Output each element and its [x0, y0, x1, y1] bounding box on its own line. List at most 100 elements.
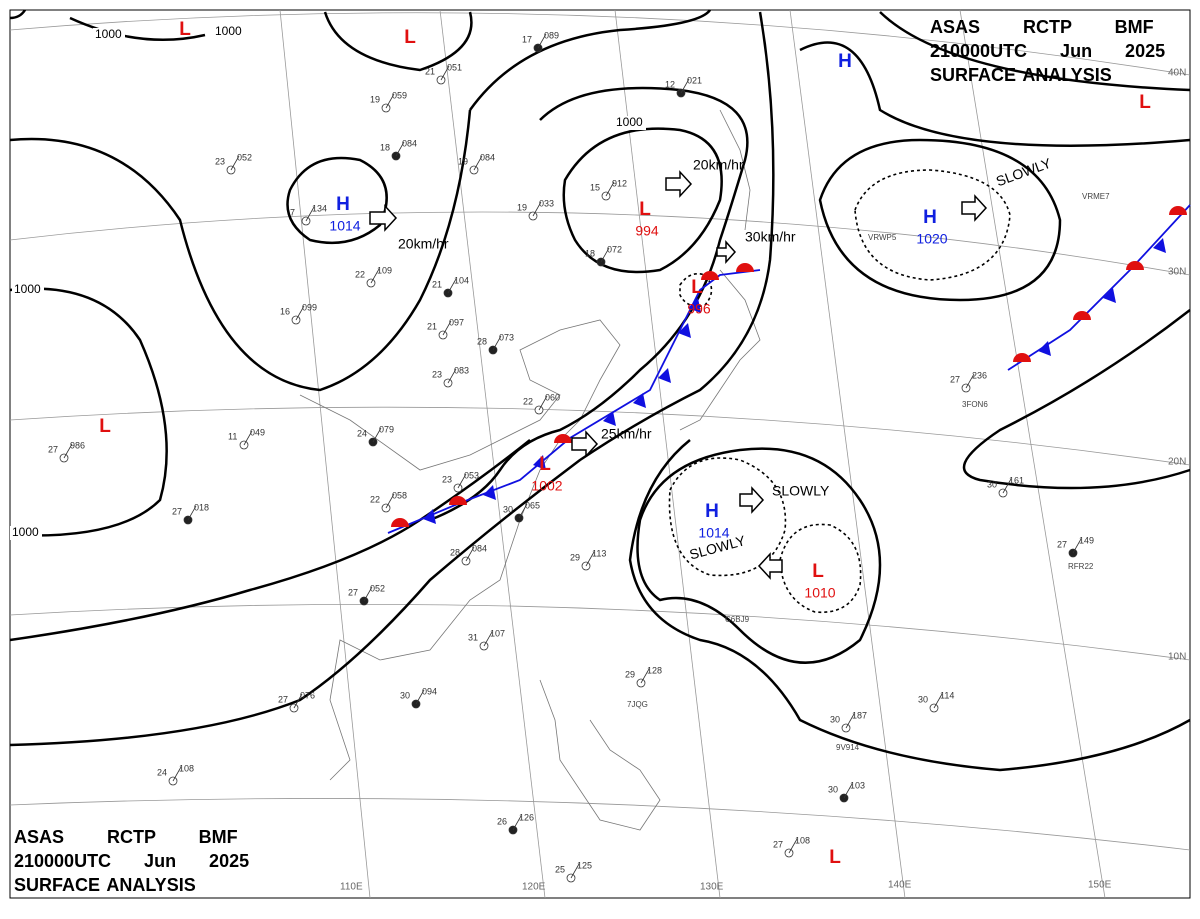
station-temp: 28: [477, 336, 487, 346]
station-wind: [447, 368, 457, 384]
graticule: [9, 9, 1191, 899]
warm-front-semicircle: [449, 496, 467, 505]
station-pressure: 986: [70, 440, 85, 450]
station-pressure: 126: [519, 812, 534, 822]
station-pressure: 079: [379, 424, 394, 434]
center-type: H: [923, 207, 937, 228]
cold-front-triangle: [688, 298, 701, 313]
station-temp: 19: [458, 156, 468, 166]
station-wind: [363, 586, 373, 602]
station-wind: [172, 766, 182, 782]
center-pressure: 1014: [698, 525, 729, 541]
station-wind: [483, 631, 493, 647]
cold-front-triangle: [1153, 238, 1166, 253]
station-wind: [440, 65, 450, 81]
isobar-label: 1000: [12, 525, 39, 539]
cold-front-triangle: [423, 509, 436, 524]
cold-front-triangle: [533, 455, 546, 470]
header-line: 210000UTC Jun 2025: [14, 851, 249, 871]
ship-id: 3FON6: [962, 400, 988, 409]
station-wind: [372, 427, 382, 443]
ship-id: 9V914: [836, 743, 860, 752]
center-pressure: 1002: [531, 478, 562, 494]
station-wind: [442, 320, 452, 336]
header-line: ASAS RCTP BMF: [14, 827, 238, 847]
cold-front-triangle: [633, 393, 646, 408]
station-wind: [63, 443, 73, 459]
cold-front-triangle: [678, 323, 691, 338]
warm-front-semicircle: [1073, 311, 1091, 320]
warm-front-semicircle: [701, 271, 719, 280]
station-pressure: 052: [370, 583, 385, 593]
center-type: L: [1139, 92, 1151, 113]
station-pressure: 161: [1009, 475, 1024, 485]
station-wind: [465, 546, 475, 562]
grid-label: 140E: [888, 880, 912, 891]
station-temp: 27: [278, 694, 288, 704]
station-wind: [187, 505, 197, 521]
station-wind: [1072, 538, 1082, 554]
warm-front-semicircle: [391, 518, 409, 527]
station-pressure: 076: [300, 690, 315, 700]
station-temp: 22: [523, 396, 533, 406]
station-wind: [230, 155, 240, 171]
station-wind: [243, 430, 253, 446]
station-pressure: 018: [194, 502, 209, 512]
station-wind: [845, 713, 855, 729]
station-pressure: 104: [454, 275, 469, 285]
station-pressure: 089: [544, 30, 559, 40]
station-wind: [395, 141, 405, 157]
station-temp: 30: [918, 694, 928, 704]
header-line: ASAS RCTP BMF: [930, 17, 1154, 37]
station-temp: 23: [442, 474, 452, 484]
station-pressure: 236: [972, 370, 987, 380]
center-pressure: 994: [635, 223, 659, 239]
grid-label: 10N: [1168, 652, 1186, 663]
station-pressure: 053: [464, 470, 479, 480]
isobar-label-bg: [614, 116, 646, 130]
station-pressure: 052: [237, 152, 252, 162]
station-wind: [585, 551, 595, 567]
station-temp: 31: [468, 632, 478, 642]
cold-front-triangle: [1103, 288, 1116, 303]
station-pressure: 084: [480, 152, 495, 162]
station-pressure: 051: [447, 62, 462, 72]
station-pressure: 094: [422, 686, 437, 696]
center-pressure: 1014: [329, 218, 360, 234]
station-wind: [680, 78, 690, 94]
station-pressure: 072: [607, 244, 622, 254]
station-pressure: 187: [852, 710, 867, 720]
center-type: H: [705, 501, 719, 522]
movement-label: 20km/hr: [398, 236, 449, 252]
station-pressure: 103: [850, 780, 865, 790]
isobar-label: 1000: [14, 282, 41, 296]
station-temp: 21: [427, 321, 437, 331]
ship-id: C6BJ9: [725, 615, 750, 624]
station-temp: 30: [400, 690, 410, 700]
isobar-label-bg: [10, 526, 42, 540]
station-pressure: 109: [377, 265, 392, 275]
grid-label: 110E: [340, 882, 363, 893]
station-pressure: 099: [302, 302, 317, 312]
station-temp: 27: [172, 506, 182, 516]
station-wind: [570, 863, 580, 879]
grid-label: 40N: [1168, 68, 1186, 79]
station-temp: 21: [425, 66, 435, 76]
station-temp: 30: [828, 784, 838, 794]
isobars: [9, 9, 1191, 772]
station-temp: 22: [355, 269, 365, 279]
station-wind: [605, 181, 615, 197]
station-wind: [305, 206, 315, 222]
station-temp: 19: [517, 202, 527, 212]
station-temp: 12: [665, 79, 675, 89]
ship-id: 7JQG: [627, 700, 648, 709]
station-wind: [843, 783, 853, 799]
station-pressure: 060: [545, 392, 560, 402]
center-pressure: 1020: [916, 231, 947, 247]
station-wind: [537, 33, 547, 49]
station-wind: [385, 93, 395, 109]
center-pressure: 996: [687, 301, 711, 317]
station-temp: 11: [228, 431, 237, 441]
station-pressure: 113: [592, 548, 606, 558]
